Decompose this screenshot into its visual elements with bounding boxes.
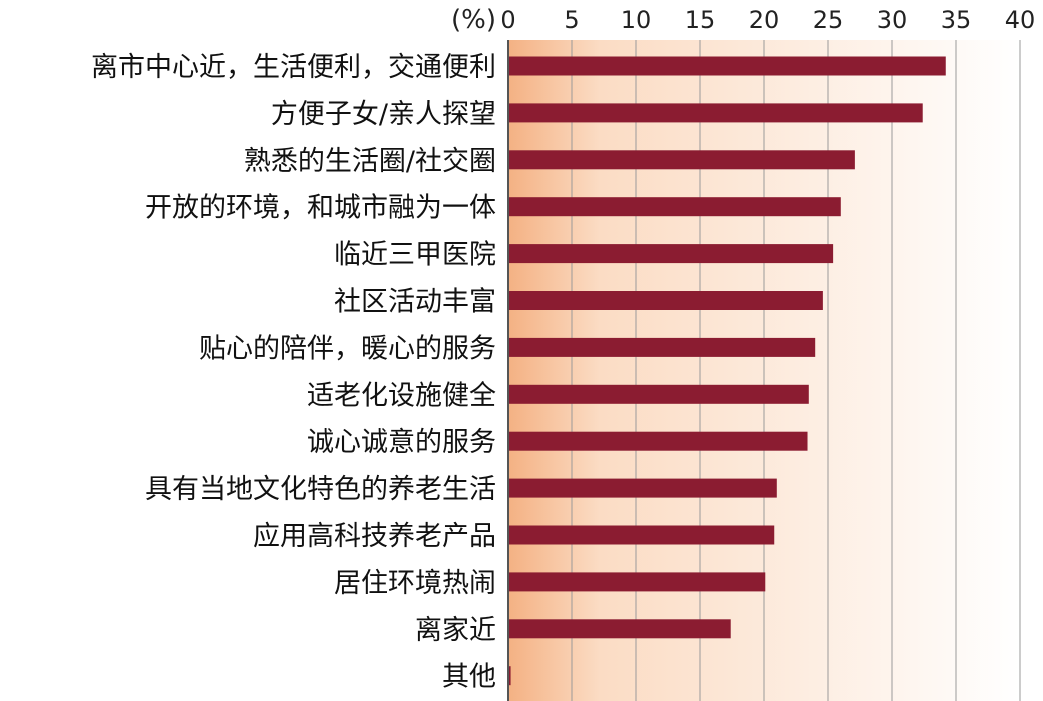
category-label: 熟悉的生活圈/社交圈: [244, 146, 496, 177]
category-label: 社区活动丰富: [334, 287, 496, 318]
category-label: 离市中心近，生活便利，交通便利: [91, 52, 496, 83]
x-tick-label: 30: [877, 6, 908, 34]
bar: [508, 244, 834, 264]
x-tick-label: 5: [564, 6, 579, 34]
bar: [508, 619, 731, 639]
category-label: 方便子女/亲人探望: [271, 99, 496, 130]
x-tick-label: 10: [621, 6, 652, 34]
x-tick-label: 15: [685, 6, 716, 34]
bar: [508, 150, 855, 170]
category-label: 离家近: [415, 615, 496, 646]
x-tick-label: 35: [941, 6, 972, 34]
category-label: 开放的环境，和城市融为一体: [145, 193, 496, 224]
category-label: 具有当地文化特色的养老生活: [145, 474, 496, 505]
bar: [508, 666, 511, 686]
category-label: 其他: [442, 662, 496, 693]
bar: [508, 572, 766, 592]
x-tick-label: 20: [749, 6, 780, 34]
unit-label: (%): [451, 5, 496, 35]
category-label: 应用高科技养老产品: [253, 521, 496, 552]
bar: [508, 478, 777, 498]
bar: [508, 291, 823, 310]
bar: [508, 384, 809, 404]
bar: [508, 103, 923, 123]
x-tick-label: 40: [1005, 6, 1036, 34]
bar: [508, 431, 808, 451]
category-label: 适老化设施健全: [307, 380, 496, 411]
bar: [508, 197, 841, 217]
bar: [508, 525, 775, 545]
category-label: 贴心的陪伴，暖心的服务: [199, 333, 496, 364]
category-label: 诚心诚意的服务: [307, 427, 496, 458]
bar: [508, 337, 816, 357]
category-label: 临近三甲医院: [334, 240, 496, 271]
x-tick-label: 0: [500, 6, 515, 34]
bar: [508, 56, 946, 76]
x-tick-label: 25: [813, 6, 844, 34]
category-label: 居住环境热闹: [334, 568, 496, 599]
